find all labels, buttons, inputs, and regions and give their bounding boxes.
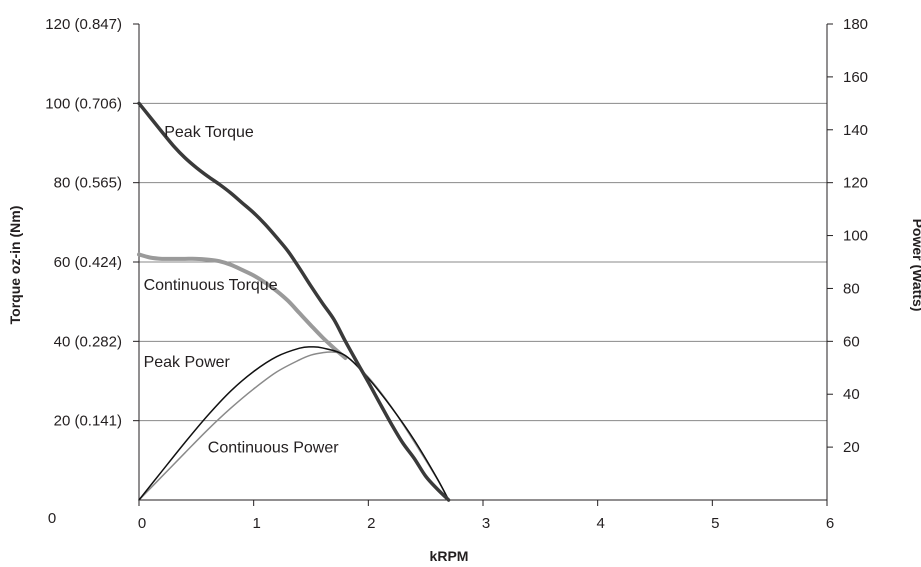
x-tick-label: 1 bbox=[252, 515, 260, 532]
x-ticks: 0 1 2 3 4 5 6 bbox=[138, 500, 834, 532]
left-tick-label: 80 (0.565) bbox=[54, 175, 122, 192]
gridlines bbox=[139, 103, 827, 420]
annotation-peak-power: Peak Power bbox=[144, 354, 231, 371]
x-tick-label: 0 bbox=[138, 515, 146, 532]
annotation-continuous-power: Continuous Power bbox=[208, 439, 339, 456]
right-tick-label: 120 bbox=[843, 175, 868, 192]
x-tick-label: 4 bbox=[596, 515, 604, 532]
series-line-continuous-power bbox=[139, 352, 449, 500]
x-tick-label: 6 bbox=[826, 515, 834, 532]
right-y-ticks: 20 40 60 80 100 120 140 160 180 bbox=[827, 16, 868, 456]
left-tick-label: 20 (0.141) bbox=[54, 413, 122, 430]
left-tick-label: 120 (0.847) bbox=[45, 16, 122, 33]
right-tick-label: 180 bbox=[843, 16, 868, 33]
right-tick-label: 140 bbox=[843, 122, 868, 139]
x-tick-label: 2 bbox=[367, 515, 375, 532]
left-tick-label: 0 bbox=[48, 510, 56, 527]
right-y-axis-title: Power (Watts) bbox=[910, 219, 921, 312]
series-line-continuous-torque bbox=[139, 254, 345, 358]
right-tick-label: 40 bbox=[843, 386, 860, 403]
left-y-ticks: 0 20 (0.141) 40 (0.282) 60 (0.424) 80 (0.565… bbox=[45, 16, 139, 527]
right-tick-label: 80 bbox=[843, 280, 860, 297]
x-tick-label: 3 bbox=[482, 515, 490, 532]
left-tick-label: 60 (0.424) bbox=[54, 254, 122, 271]
left-y-axis-title: Torque oz-in (Nm) bbox=[7, 206, 23, 325]
x-axis-title: kRPM bbox=[430, 548, 469, 564]
right-tick-label: 60 bbox=[843, 333, 860, 350]
left-tick-label: 40 (0.282) bbox=[54, 333, 122, 350]
annotation-continuous-torque: Continuous Torque bbox=[144, 277, 278, 294]
left-tick-label: 100 (0.706) bbox=[45, 95, 122, 112]
series-annotations: Peak Torque Continuous Torque Peak Power Co… bbox=[144, 124, 340, 456]
x-tick-label: 5 bbox=[711, 515, 719, 532]
annotation-peak-torque: Peak Torque bbox=[164, 124, 254, 141]
right-tick-label: 20 bbox=[843, 439, 860, 456]
right-tick-label: 160 bbox=[843, 69, 868, 86]
right-tick-label: 100 bbox=[843, 228, 868, 245]
